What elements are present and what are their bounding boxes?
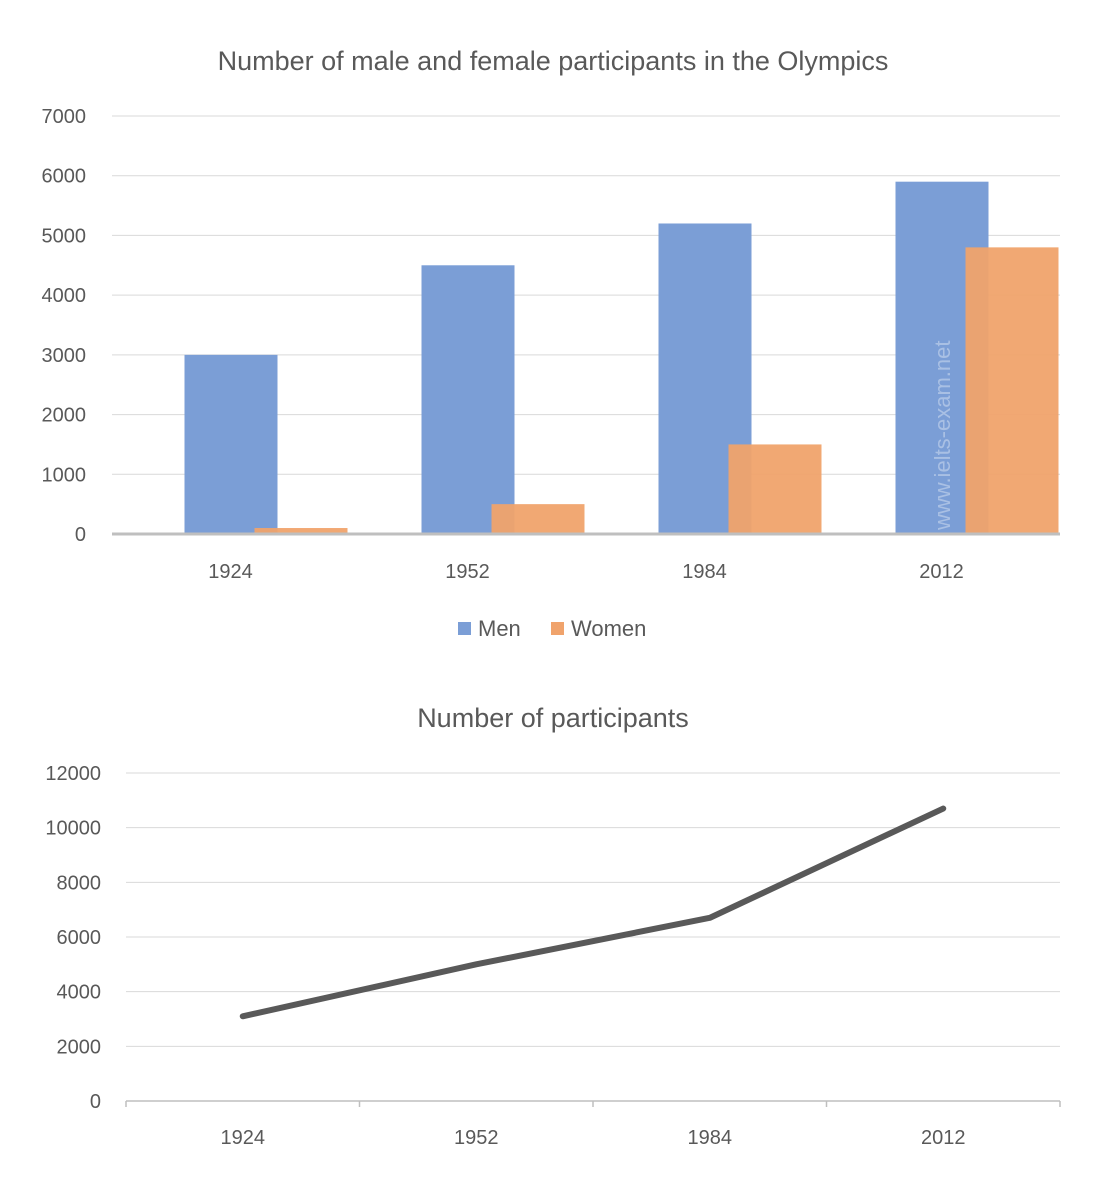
- y-tick-label: 2000: [57, 1036, 102, 1058]
- y-tick-label: 0: [75, 524, 86, 546]
- y-tick-label: 4000: [42, 285, 87, 307]
- y-tick-label: 6000: [57, 927, 102, 949]
- x-tick-label: 1924: [221, 1127, 266, 1149]
- bar-men: [421, 265, 515, 534]
- y-tick-label: 8000: [57, 872, 102, 894]
- series-line: [239, 805, 947, 1020]
- x-tick-label: 1924: [208, 561, 253, 583]
- bar-women: [728, 444, 822, 534]
- y-tick-label: 4000: [57, 982, 102, 1004]
- x-tick-label: 1952: [445, 561, 490, 583]
- x-tick-label: 2012: [919, 561, 964, 583]
- y-tick-label: 2000: [42, 405, 87, 427]
- y-tick-label: 7000: [42, 106, 87, 128]
- y-tick-label: 12000: [45, 763, 101, 785]
- bar-men: [184, 354, 278, 534]
- x-tick-label: 2012: [921, 1127, 966, 1149]
- line-chart: Number of participants 0 2000 4000 6000 8000…: [45, 703, 1061, 1149]
- legend-label-men: Men: [478, 616, 521, 641]
- x-tick-label: 1984: [688, 1127, 733, 1149]
- legend-swatch-men: [458, 622, 471, 635]
- x-tick-label: 1952: [454, 1127, 499, 1149]
- y-tick-label: 1000: [42, 464, 87, 486]
- legend-label-women: Women: [571, 616, 646, 641]
- watermark: www.ielts-exam.net: [930, 340, 955, 531]
- y-tick-label: 0: [90, 1091, 101, 1113]
- y-tick-label: 5000: [42, 225, 87, 247]
- bar-chart-title: Number of male and female participants i…: [218, 46, 889, 76]
- y-tick-label: 6000: [42, 166, 87, 188]
- y-tick-label: 3000: [42, 345, 87, 367]
- bar-women: [491, 504, 585, 534]
- legend-swatch-women: [551, 622, 564, 635]
- x-tick-label: 1984: [682, 561, 727, 583]
- bar-women: [965, 247, 1059, 534]
- line-chart-title: Number of participants: [417, 703, 689, 733]
- bar-women: [254, 528, 348, 534]
- bar-chart: Number of male and female participants i…: [42, 46, 1060, 641]
- y-tick-label: 10000: [45, 818, 101, 840]
